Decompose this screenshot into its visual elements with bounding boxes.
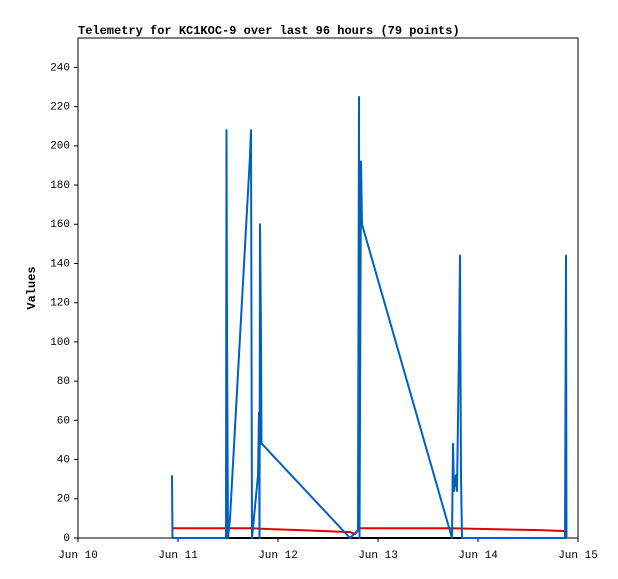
- x-tick-label: Jun 11: [158, 550, 198, 562]
- y-tick-label: 0: [63, 533, 70, 545]
- y-tick-label: 60: [57, 415, 70, 427]
- y-tick-label: 180: [50, 180, 70, 192]
- x-tick-label: Jun 13: [358, 550, 398, 562]
- y-tick-label: 240: [50, 62, 70, 74]
- y-tick-label: 100: [50, 337, 70, 349]
- x-tick-label: Jun 12: [258, 550, 298, 562]
- y-tick-label: 200: [50, 141, 70, 153]
- x-tick-label: Jun 15: [558, 550, 598, 562]
- series-line: [171, 95, 568, 539]
- y-tick-label: 20: [57, 494, 70, 506]
- x-tick-label: Jun 10: [58, 550, 98, 562]
- y-tick-label: 140: [50, 258, 70, 270]
- y-tick-label: 80: [57, 376, 70, 388]
- y-tick-label: 220: [50, 102, 70, 114]
- y-tick-label: 40: [57, 454, 70, 466]
- chart-title: Telemetry for KC1KOC-9 over last 96 hour…: [78, 24, 460, 38]
- y-tick-label: 120: [50, 298, 70, 310]
- x-tick-label: Jun 14: [458, 550, 498, 562]
- y-axis-label: Values: [25, 266, 39, 309]
- y-tick-label: 160: [50, 219, 70, 231]
